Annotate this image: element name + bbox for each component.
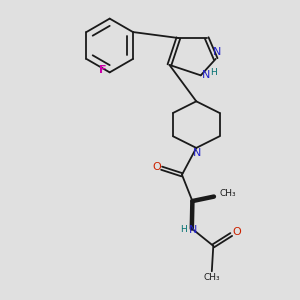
Text: N: N: [202, 70, 210, 80]
Text: CH₃: CH₃: [203, 273, 220, 282]
Text: CH₃: CH₃: [219, 189, 236, 198]
Text: O: O: [233, 227, 242, 237]
Text: N: N: [193, 148, 201, 158]
Text: H: H: [210, 68, 217, 77]
Text: F: F: [99, 65, 107, 75]
Text: O: O: [152, 162, 161, 172]
Text: N: N: [189, 225, 197, 235]
Text: N: N: [212, 47, 221, 57]
Text: H: H: [180, 225, 187, 234]
